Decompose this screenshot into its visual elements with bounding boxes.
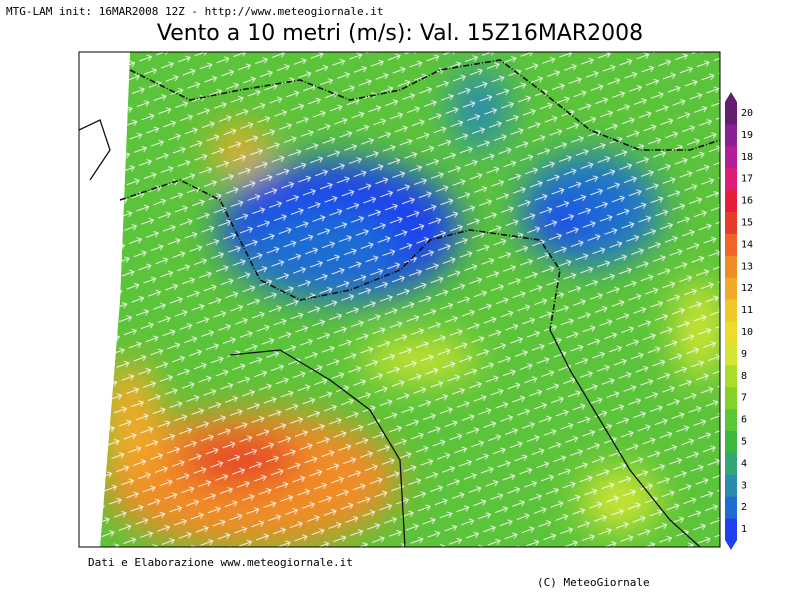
colorbar-label: 1 <box>741 524 747 535</box>
colorbar-segment <box>725 123 737 147</box>
credits: Dati e Elaborazione www.meteogiornale.it <box>88 556 353 569</box>
colorbar-segment <box>725 474 737 497</box>
copyright: (C) MeteoGiornale <box>537 576 650 589</box>
colorbar-segment <box>725 255 737 278</box>
colorbar-segment <box>725 145 737 169</box>
colorbar-label: 10 <box>741 327 753 338</box>
colorbar-label: 9 <box>741 349 747 360</box>
colorbar-label: 14 <box>741 239 753 250</box>
colorbar-label: 13 <box>741 261 753 272</box>
colorbar-bottom <box>725 540 737 550</box>
colorbar-segment <box>725 299 737 322</box>
colorbar-segment <box>725 167 737 191</box>
colorbar-segment <box>725 342 737 366</box>
wind-map <box>79 52 720 547</box>
colorbar-segment <box>725 430 737 453</box>
colorbar-segment <box>725 211 737 234</box>
colorbar-label: 18 <box>741 152 753 163</box>
colorbar-label: 15 <box>741 217 753 228</box>
map-title: Vento a 10 metri (m/s): Val. 15Z16MAR200… <box>157 21 643 46</box>
colorbar-segment <box>725 386 737 410</box>
colorbar-segment <box>725 364 737 388</box>
colorbar-segment <box>725 102 737 125</box>
colorbar-segment <box>725 408 737 431</box>
colorbar-label: 19 <box>741 130 753 141</box>
colorbar-label: 2 <box>741 502 747 513</box>
colorbar-label: 7 <box>741 393 747 404</box>
colorbar-segment <box>725 452 737 475</box>
colorbar-label: 3 <box>741 480 747 491</box>
colorbar-segment <box>725 518 737 541</box>
colorbar-label: 11 <box>741 305 753 316</box>
colorbar-label: 8 <box>741 371 747 382</box>
colorbar-segment <box>725 277 737 300</box>
colorbar-label: 16 <box>741 196 753 207</box>
colorbar-segment <box>725 233 737 256</box>
colorbar-label: 17 <box>741 174 753 185</box>
colorbar-segment <box>725 496 737 519</box>
colorbar-top <box>725 92 737 102</box>
init-label: MTG-LAM init: 16MAR2008 12Z - http://www… <box>6 5 384 18</box>
colorbar-label: 12 <box>741 283 753 294</box>
colorbar-label: 20 <box>741 108 753 119</box>
colorbar-label: 4 <box>741 458 747 469</box>
colorbar-label: 5 <box>741 436 747 447</box>
colorbar-label: 6 <box>741 415 747 426</box>
map-frame <box>78 51 721 548</box>
colorbar-segment <box>725 321 737 344</box>
colorbar-segment <box>725 189 737 212</box>
